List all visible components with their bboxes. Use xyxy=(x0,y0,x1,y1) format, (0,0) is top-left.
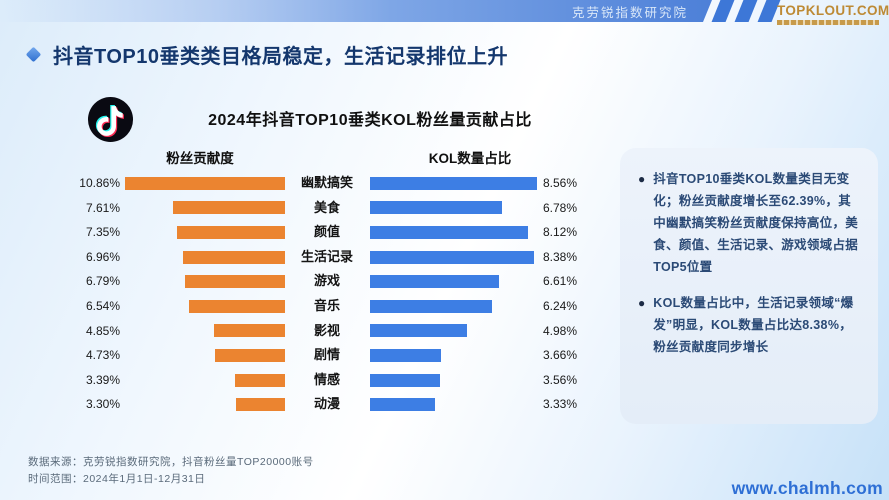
category-label: 情感 xyxy=(313,371,340,387)
category-label: 影视 xyxy=(313,322,340,338)
kol-share-value: 4.98% xyxy=(543,323,578,338)
kol-share-bar xyxy=(370,373,440,387)
kol-share-value: 3.56% xyxy=(543,372,578,387)
data-source-note: 数据来源：克劳锐指数研究院，抖音粉丝量TOP20000账号 xyxy=(28,456,314,468)
fan-contribution-bar xyxy=(125,176,285,190)
fan-contribution-value: 3.30% xyxy=(85,397,120,412)
category-label: 动漫 xyxy=(313,396,340,412)
website-link[interactable]: www.chalmh.com xyxy=(731,478,883,498)
top-header-bar: 克劳锐指数研究院 xyxy=(0,0,712,22)
fan-contribution-value: 7.35% xyxy=(85,225,120,240)
category-label: 剧情 xyxy=(313,347,340,363)
chart-row: 4.85% 影视 4.98% xyxy=(0,319,889,344)
fan-contribution-bar xyxy=(235,373,285,387)
kol-share-bar xyxy=(370,275,499,289)
kol-share-bar xyxy=(370,201,503,215)
insight-panel: ● 抖音TOP10垂类KOL数量类目无变化；粉丝贡献度增长至62.39%，其中幽… xyxy=(620,148,878,424)
fan-contribution-value: 3.39% xyxy=(85,372,120,387)
kol-share-bar xyxy=(370,225,529,239)
category-label: 美食 xyxy=(313,199,340,215)
kol-share-bar xyxy=(370,299,492,313)
time-range-note: 时间范围：2024年1月1日-12月31日 xyxy=(28,473,206,485)
diamond-bullet-icon xyxy=(25,46,42,63)
kol-share-value: 8.56% xyxy=(543,176,578,190)
research-institute-label: 克劳锐指数研究院 xyxy=(571,5,688,20)
kol-share-bar xyxy=(370,398,435,412)
kol-share-bar xyxy=(370,324,468,338)
stripe-icon xyxy=(734,0,758,22)
left-series-header: 粉丝贡献度 xyxy=(166,151,234,166)
category-label: 游戏 xyxy=(313,273,340,289)
fan-contribution-value: 4.85% xyxy=(85,323,120,338)
chart-row: 6.96% 生活记录 8.38% xyxy=(0,245,889,270)
chart-row: 7.61% 美食 6.78% xyxy=(0,196,889,221)
kol-share-value: 6.78% xyxy=(543,200,578,215)
insight-item: ● 抖音TOP10垂类KOL数量类目无变化；粉丝贡献度增长至62.39%，其中幽… xyxy=(638,168,860,278)
insight-text: KOL数量占比中，生活记录领域“爆发”明显，KOL数量占比达8.38%，粉丝贡献… xyxy=(653,296,854,354)
insight-item: ● KOL数量占比中，生活记录领域“爆发”明显，KOL数量占比达8.38%，粉丝… xyxy=(638,292,860,358)
fan-contribution-bar xyxy=(185,275,285,289)
kol-share-value: 8.38% xyxy=(543,249,578,264)
kol-share-bar xyxy=(370,176,537,190)
header-stripes-decoration xyxy=(711,0,785,22)
fan-contribution-bar xyxy=(182,250,285,264)
chart-title: 2024年抖音TOP10垂类KOL粉丝量贡献占比 xyxy=(208,112,532,129)
kol-share-value: 3.33% xyxy=(543,397,578,412)
chart-row: 6.54% 音乐 6.24% xyxy=(0,294,889,319)
kol-share-bar xyxy=(370,348,442,362)
fan-contribution-value: 6.96% xyxy=(85,249,120,264)
fan-contribution-value: 6.79% xyxy=(85,274,120,289)
kol-share-value: 6.24% xyxy=(543,299,578,313)
insight-text: 抖音TOP10垂类KOL数量类目无变化；粉丝贡献度增长至62.39%，其中幽默搞… xyxy=(653,172,859,274)
fan-contribution-bar xyxy=(176,225,285,239)
fan-contribution-bar xyxy=(213,324,285,338)
slide-headline: 抖音TOP10垂类类目格局稳定，生活记录排位上升 xyxy=(25,40,508,69)
fan-contribution-value: 7.61% xyxy=(85,200,120,215)
headline-text: 抖音TOP10垂类类目格局稳定，生活记录排位上升 xyxy=(53,46,508,68)
category-label: 颜值 xyxy=(313,224,340,240)
chart-row: 4.73% 剧情 3.66% xyxy=(0,343,889,368)
category-label: 生活记录 xyxy=(300,248,353,264)
footer-notes: 数据来源：克劳锐指数研究院，抖音粉丝量TOP20000账号 时间范围：2024年… xyxy=(28,454,314,488)
logo-underline-decoration xyxy=(777,20,879,25)
chart-rows: 10.86% 幽默搞笑 8.56% 7.61% 美食 6.78% 7.35% 颜值 8.12% 6… xyxy=(0,171,889,419)
fan-contribution-bar xyxy=(188,299,285,313)
chart-row: 6.79% 游戏 6.61% xyxy=(0,269,889,294)
fan-contribution-bar xyxy=(215,348,285,362)
chart-row: 3.39% 情感 3.56% xyxy=(0,368,889,393)
topklout-logo-text: TOPKLOUT.COM xyxy=(777,3,889,18)
fan-contribution-value: 10.86% xyxy=(79,176,120,190)
kol-share-bar xyxy=(370,250,534,264)
kol-share-value: 8.12% xyxy=(543,225,578,240)
topklout-logo: TOPKLOUT.COM xyxy=(777,3,889,25)
right-series-header: KOL数量占比 xyxy=(428,151,512,166)
bullet-dot-icon: ● xyxy=(638,172,646,186)
fan-contribution-value: 4.73% xyxy=(85,348,120,363)
stripe-icon xyxy=(711,0,735,22)
fan-contribution-bar xyxy=(172,201,285,215)
category-label: 幽默搞笑 xyxy=(300,175,353,190)
category-label: 音乐 xyxy=(313,298,340,313)
fan-contribution-value: 6.54% xyxy=(85,299,120,313)
fan-contribution-bar xyxy=(236,398,285,412)
chart-row: 7.35% 颜值 8.12% xyxy=(0,220,889,245)
kol-share-value: 3.66% xyxy=(543,348,578,363)
chart-row: 10.86% 幽默搞笑 8.56% xyxy=(0,171,889,196)
douyin-logo-icon xyxy=(87,96,134,143)
bullet-dot-icon: ● xyxy=(638,296,646,310)
kol-share-value: 6.61% xyxy=(543,274,578,289)
chart-row: 3.30% 动漫 3.33% xyxy=(0,392,889,417)
